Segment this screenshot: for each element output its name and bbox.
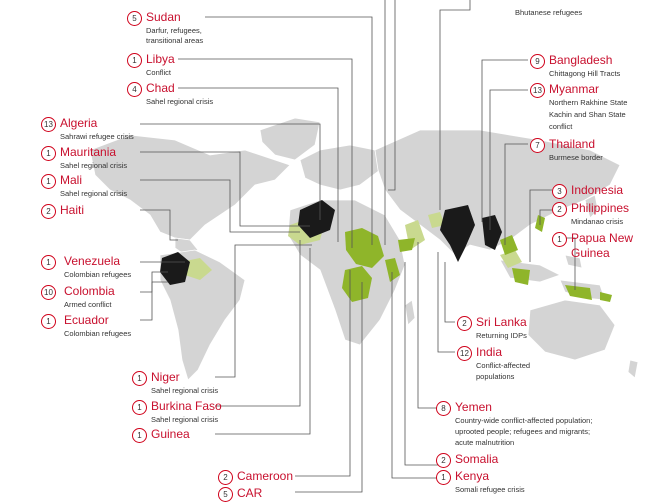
nepal-desc: Bhutanese refugees (515, 8, 583, 17)
kenya-number-badge: 1 (436, 470, 451, 485)
ecuador-desc: Colombian refugees (64, 329, 132, 338)
mauritania-desc: Sahel regional crisis (60, 161, 128, 170)
sudan-name: Sudan (146, 10, 181, 24)
png-name-line1: Papua New (571, 231, 634, 245)
libya-number-badge: 1 (127, 53, 142, 68)
haiti-name: Haiti (60, 203, 85, 217)
guinea-number-badge: 1 (132, 428, 147, 443)
niger-name: Niger (151, 370, 180, 384)
chad-name: Chad (146, 81, 175, 95)
srilanka-desc: Returning IDPs (476, 331, 527, 340)
mali-desc: Sahel regional crisis (60, 189, 128, 198)
libya-desc: Conflict (146, 68, 172, 77)
png-number-badge: 1 (552, 232, 567, 247)
sudan-number-badge: 5 (127, 11, 142, 26)
bangladesh-number-badge: 9 (530, 54, 545, 69)
colombia-desc: Armed conflict (64, 300, 112, 309)
burkina-faso-desc: Sahel regional crisis (151, 415, 219, 424)
haiti-number-badge: 2 (41, 204, 56, 219)
yemen-name: Yemen (455, 400, 492, 414)
venezuela-name: Venezuela (64, 254, 121, 268)
somalia-name: Somalia (455, 452, 499, 466)
algeria-desc: Sahrawi refugee crisis (60, 132, 134, 141)
car-number-badge: 5 (218, 487, 233, 502)
png-name-line2: Guinea (571, 246, 610, 260)
myanmar-desc-1: Northern Rakhine State (549, 98, 628, 107)
venezuela-desc: Colombian refugees (64, 270, 132, 279)
thailand-number-badge: 7 (530, 138, 545, 153)
myanmar-desc-3: conflict (549, 122, 573, 131)
mauritania-name: Mauritania (60, 145, 117, 159)
bangladesh-name: Bangladesh (549, 53, 613, 67)
mali-name: Mali (60, 173, 83, 187)
sudan-desc-2: transitional areas (146, 36, 204, 45)
libya-name: Libya (146, 52, 175, 66)
guinea-name: Guinea (151, 427, 190, 441)
india-number-badge: 12 (457, 346, 472, 361)
srilanka-name: Sri Lanka (476, 315, 527, 329)
dark-regions (160, 200, 502, 285)
myanmar-desc-2: Kachin and Shan State (549, 110, 626, 119)
mali-number-badge: 1 (41, 174, 56, 189)
indonesia-number-badge: 3 (552, 184, 567, 199)
india-desc-1: Conflict-affected (476, 361, 531, 370)
burkina-faso-name: Burkina Faso (151, 399, 222, 413)
srilanka-number-badge: 2 (457, 316, 472, 331)
leader-lines (140, 0, 576, 493)
yemen-desc-1: Country-wide conflict-affected populatio… (455, 416, 593, 425)
colombia-number-badge: 10 (41, 285, 56, 300)
chad-number-badge: 4 (127, 82, 142, 97)
colombia-name: Colombia (64, 284, 115, 298)
bangladesh-desc: Chittagong Hill Tracts (549, 69, 621, 78)
india-desc-2: populations (476, 372, 515, 381)
philippines-name: Philippines (571, 201, 630, 215)
kenya-desc: Somali refugee crisis (455, 485, 525, 494)
niger-desc: Sahel regional crisis (151, 386, 219, 395)
venezuela-number-badge: 1 (41, 255, 56, 270)
chad-desc: Sahel regional crisis (146, 97, 214, 106)
indonesia-name: Indonesia (571, 183, 624, 197)
thailand-name: Thailand (549, 137, 596, 151)
myanmar-number-badge: 13 (530, 83, 545, 98)
yemen-desc-3: acute malnutrition (455, 438, 515, 447)
green-regions (342, 215, 612, 302)
car-name: CAR (237, 486, 263, 500)
thailand-desc: Burmese border (549, 153, 603, 162)
yemen-desc-2: uprooted people; refugees and migrants; (455, 427, 591, 436)
ecuador-name: Ecuador (64, 313, 109, 327)
myanmar-name: Myanmar (549, 82, 600, 96)
ecuador-number-badge: 1 (41, 314, 56, 329)
algeria-number-badge: 13 (41, 117, 56, 132)
sudan-desc-1: Darfur, refugees, (146, 26, 202, 35)
algeria-name: Algeria (60, 116, 98, 130)
yemen-number-badge: 8 (436, 401, 451, 416)
mauritania-number-badge: 1 (41, 146, 56, 161)
philippines-desc: Mindanao crisis (571, 217, 624, 226)
burkina-faso-number-badge: 1 (132, 400, 147, 415)
niger-number-badge: 1 (132, 371, 147, 386)
cameroon-number-badge: 2 (218, 470, 233, 485)
cameroon-name: Cameroon (237, 469, 294, 483)
india-name: India (476, 345, 503, 359)
philippines-number-badge: 2 (552, 202, 567, 217)
kenya-name: Kenya (455, 469, 490, 483)
somalia-number-badge: 2 (436, 453, 451, 468)
